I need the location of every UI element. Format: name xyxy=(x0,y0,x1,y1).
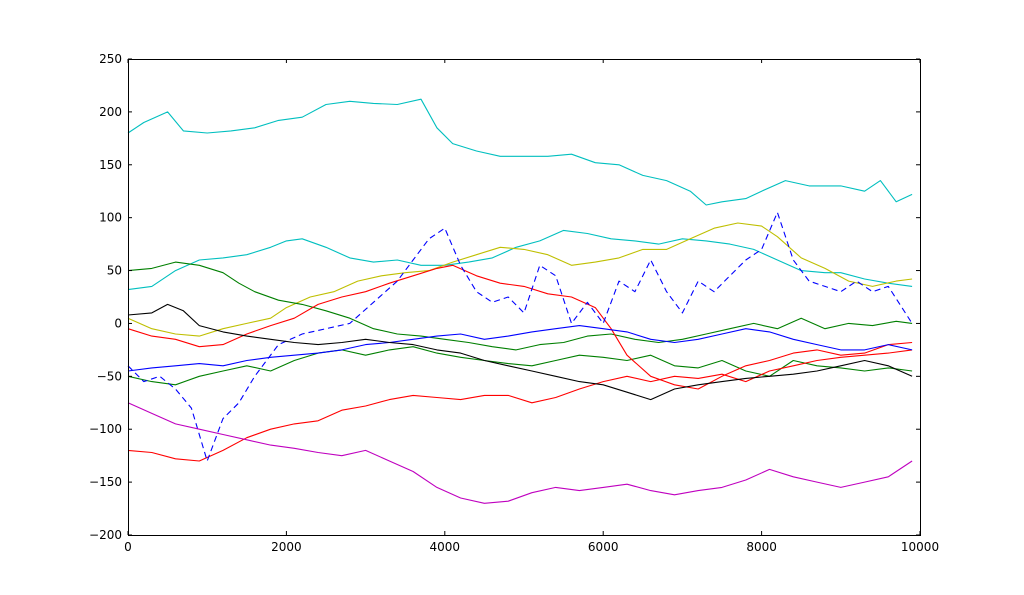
y-tick-label: 250 xyxy=(99,52,122,66)
series-line-2 xyxy=(127,229,913,291)
y-tick-label: −100 xyxy=(89,422,122,436)
series-line-8 xyxy=(127,325,913,372)
series-line-7 xyxy=(127,264,913,390)
x-tick-label: 10000 xyxy=(901,540,939,554)
series-line-6 xyxy=(127,349,913,462)
series-line-11 xyxy=(127,402,913,504)
y-tick-label: 200 xyxy=(99,105,122,119)
ticks-layer: 0 2000 4000 6000 8000 10000 250 200 150 100 50 0 −50… xyxy=(89,52,939,554)
x-tick-label: 0 xyxy=(124,540,132,554)
x-tick-label: 6000 xyxy=(588,540,619,554)
x-tick-label: 2000 xyxy=(271,540,302,554)
y-tick-label: 50 xyxy=(107,264,122,278)
plot-frame xyxy=(128,59,921,536)
y-tick-label: 0 xyxy=(114,316,122,330)
series-line-4 xyxy=(127,261,913,351)
series-line-9 xyxy=(127,211,913,462)
series-line-3 xyxy=(127,222,913,337)
x-tick-label: 8000 xyxy=(746,540,777,554)
series-layer xyxy=(127,98,913,504)
series-line-10 xyxy=(127,303,913,401)
y-tick-label: −150 xyxy=(89,475,122,489)
y-tick-label: 150 xyxy=(99,158,122,172)
x-tick-label: 4000 xyxy=(430,540,461,554)
y-tick-label: −200 xyxy=(89,528,122,542)
y-tick-label: 100 xyxy=(99,211,122,225)
y-tick-label: −50 xyxy=(97,369,122,383)
series-line-1 xyxy=(127,98,913,206)
